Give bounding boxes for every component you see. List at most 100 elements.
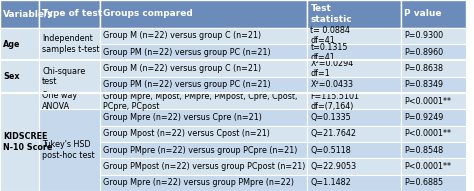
- Bar: [0, 44, 39, 60]
- Bar: [39, 109, 100, 191]
- Text: Group M (n=22) versus group C (n=21): Group M (n=22) versus group C (n=21): [103, 31, 261, 40]
- Text: Sex: Sex: [3, 72, 20, 81]
- Bar: [0, 142, 39, 158]
- Text: Tukey's HSD
post-hoc test: Tukey's HSD post-hoc test: [42, 140, 95, 160]
- Bar: [0, 93, 39, 109]
- Bar: [401, 142, 466, 158]
- Text: P<0.0001**: P<0.0001**: [404, 129, 451, 138]
- Bar: [307, 175, 401, 191]
- Bar: [0, 28, 39, 60]
- Bar: [39, 109, 100, 126]
- Bar: [0, 60, 39, 77]
- Bar: [307, 44, 401, 60]
- Bar: [100, 126, 307, 142]
- Text: Q=0.1335: Q=0.1335: [310, 113, 351, 122]
- Text: Variable/s: Variable/s: [3, 9, 54, 18]
- Text: Group Mpre (n=22) versus Cpre (n=21): Group Mpre (n=22) versus Cpre (n=21): [103, 113, 262, 122]
- Text: P=0.8960: P=0.8960: [404, 48, 443, 57]
- Bar: [39, 28, 100, 60]
- Text: Age: Age: [3, 40, 21, 49]
- Text: X²=0.0433: X²=0.0433: [310, 80, 354, 89]
- Bar: [39, 0, 100, 28]
- Text: Q=0.5118: Q=0.5118: [310, 146, 351, 155]
- Text: P value: P value: [404, 9, 441, 18]
- Text: Test
statistic: Test statistic: [310, 4, 352, 23]
- Bar: [0, 60, 39, 93]
- Text: X²=0.0294
df=1: X²=0.0294 df=1: [310, 59, 354, 78]
- Bar: [39, 28, 100, 44]
- Bar: [100, 60, 307, 77]
- Text: t= 0.0884
df=41: t= 0.0884 df=41: [310, 26, 350, 45]
- Bar: [0, 77, 39, 93]
- Bar: [401, 93, 466, 109]
- Bar: [39, 158, 100, 175]
- Text: P<0.0001**: P<0.0001**: [404, 162, 451, 171]
- Text: P=0.6885: P=0.6885: [404, 178, 443, 187]
- Bar: [401, 60, 466, 77]
- Bar: [0, 158, 39, 175]
- Text: Group PMpost (n=22) versus group PCpost (n=21): Group PMpost (n=22) versus group PCpost …: [103, 162, 305, 171]
- Bar: [100, 77, 307, 93]
- Bar: [307, 126, 401, 142]
- Bar: [401, 126, 466, 142]
- Bar: [0, 0, 39, 28]
- Text: Type of test: Type of test: [42, 9, 102, 18]
- Bar: [401, 109, 466, 126]
- Bar: [307, 93, 401, 109]
- Bar: [39, 175, 100, 191]
- Bar: [100, 0, 307, 28]
- Bar: [100, 175, 307, 191]
- Text: P=0.8638: P=0.8638: [404, 64, 443, 73]
- Text: Group PM (n=22) versus group PC (n=21): Group PM (n=22) versus group PC (n=21): [103, 80, 271, 89]
- Bar: [307, 158, 401, 175]
- Text: KIDSCREE
N-10 Score: KIDSCREE N-10 Score: [3, 132, 53, 152]
- Bar: [39, 93, 100, 109]
- Bar: [0, 126, 39, 142]
- Text: Chi-square
test: Chi-square test: [42, 67, 85, 86]
- Bar: [307, 142, 401, 158]
- Text: Q=22.9053: Q=22.9053: [310, 162, 356, 171]
- Bar: [307, 28, 401, 44]
- Bar: [39, 60, 100, 77]
- Bar: [39, 93, 100, 109]
- Bar: [0, 28, 39, 44]
- Text: t=0.1315
df=41: t=0.1315 df=41: [310, 43, 348, 62]
- Bar: [401, 28, 466, 44]
- Text: Q=1.1482: Q=1.1482: [310, 178, 351, 187]
- Text: P=0.9249: P=0.9249: [404, 113, 443, 122]
- Text: Group Mpre, Mpost, PMpre, PMpost, Cpre, Cpost,
PCpre, PCpost: Group Mpre, Mpost, PMpre, PMpost, Cpre, …: [103, 92, 297, 111]
- Bar: [0, 109, 39, 126]
- Bar: [401, 77, 466, 93]
- Text: P=0.8349: P=0.8349: [404, 80, 443, 89]
- Text: Group M (n=22) versus group C (n=21): Group M (n=22) versus group C (n=21): [103, 64, 261, 73]
- Bar: [100, 109, 307, 126]
- Text: Group PM (n=22) versus group PC (n=21): Group PM (n=22) versus group PC (n=21): [103, 48, 271, 57]
- Bar: [0, 93, 39, 191]
- Text: F=115.5101
df=(7,164): F=115.5101 df=(7,164): [310, 92, 359, 111]
- Bar: [100, 142, 307, 158]
- Text: P=0.9300: P=0.9300: [404, 31, 443, 40]
- Text: P<0.0001**: P<0.0001**: [404, 97, 451, 106]
- Bar: [39, 77, 100, 93]
- Bar: [401, 44, 466, 60]
- Text: Group PMpre (n=22) versus group PCpre (n=21): Group PMpre (n=22) versus group PCpre (n…: [103, 146, 297, 155]
- Bar: [401, 158, 466, 175]
- Bar: [39, 44, 100, 60]
- Bar: [0, 175, 39, 191]
- Text: Groups compared: Groups compared: [103, 9, 192, 18]
- Text: Q=21.7642: Q=21.7642: [310, 129, 356, 138]
- Text: One way
ANOVA: One way ANOVA: [42, 91, 77, 111]
- Bar: [307, 109, 401, 126]
- Bar: [307, 77, 401, 93]
- Text: Group Mpost (n=22) versus Cpost (n=21): Group Mpost (n=22) versus Cpost (n=21): [103, 129, 270, 138]
- Bar: [39, 126, 100, 142]
- Bar: [100, 28, 307, 44]
- Bar: [39, 142, 100, 158]
- Text: Independent
samples t-test: Independent samples t-test: [42, 34, 100, 54]
- Bar: [100, 93, 307, 109]
- Bar: [307, 60, 401, 77]
- Text: P=0.8548: P=0.8548: [404, 146, 443, 155]
- Bar: [39, 60, 100, 93]
- Bar: [401, 175, 466, 191]
- Bar: [307, 0, 401, 28]
